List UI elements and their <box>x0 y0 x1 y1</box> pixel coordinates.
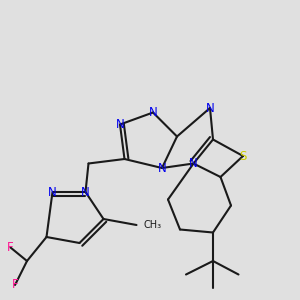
Text: S: S <box>239 149 247 163</box>
Text: N: N <box>148 106 158 119</box>
Text: N: N <box>189 157 198 170</box>
Text: N: N <box>116 118 124 131</box>
Text: N: N <box>81 185 90 199</box>
Text: CH₃: CH₃ <box>144 220 162 230</box>
Text: N: N <box>206 101 214 115</box>
Text: N: N <box>158 161 166 175</box>
Text: F: F <box>12 278 18 292</box>
Text: N: N <box>48 185 57 199</box>
Text: F: F <box>7 241 14 254</box>
